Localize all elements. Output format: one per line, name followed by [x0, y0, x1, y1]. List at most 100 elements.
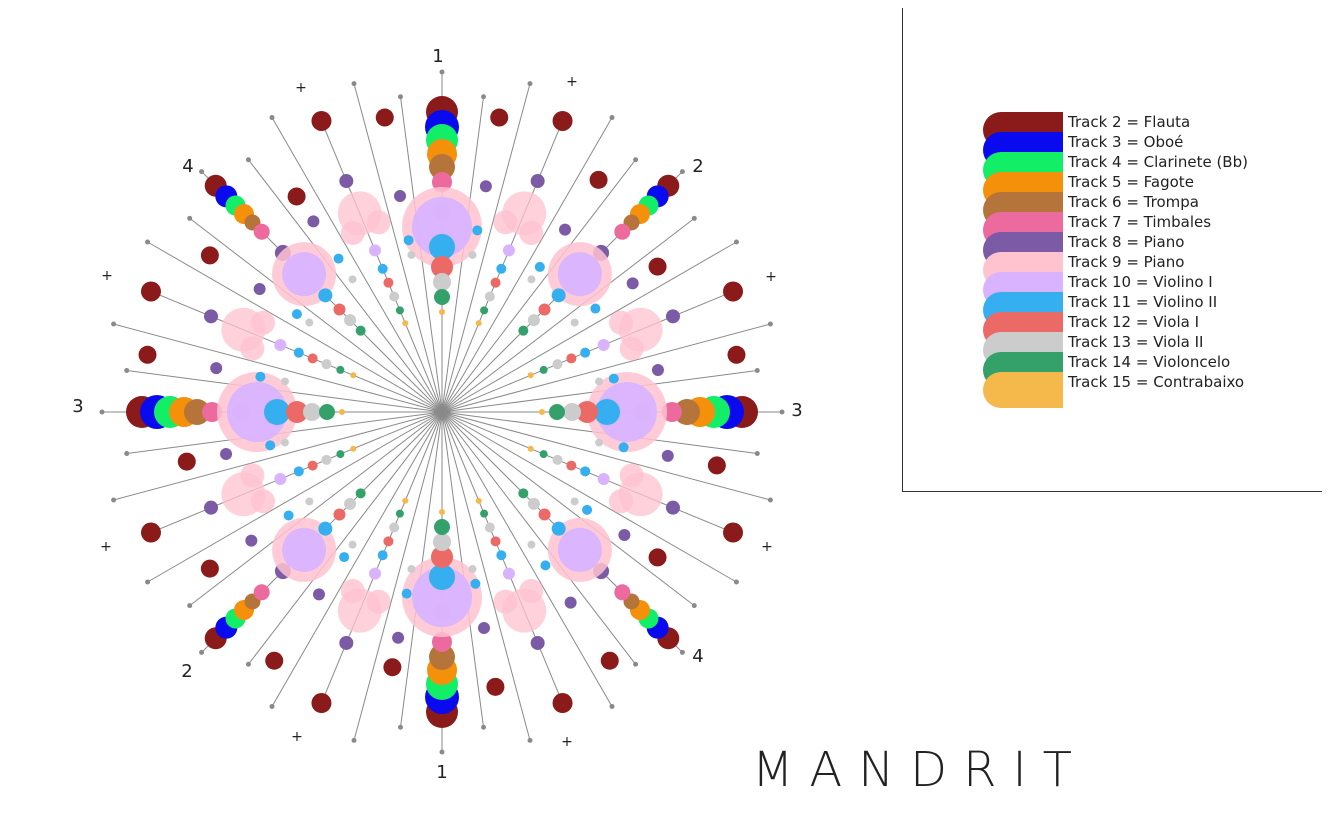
legend-item: Track 12 = Viola I [983, 312, 1283, 348]
spoke-line [441, 159, 636, 413]
track-dot [597, 472, 610, 485]
track-dot [305, 497, 314, 506]
legend-item: Track 11 = Violino II [983, 292, 1283, 328]
track-dot [439, 309, 445, 315]
spoke-line [441, 218, 695, 413]
track-dot [661, 449, 674, 462]
track-dot [348, 540, 357, 549]
track-dot [240, 336, 265, 361]
spoke-end [124, 451, 130, 457]
track-dot [431, 546, 453, 568]
track-dot [264, 399, 290, 425]
label-lower-left: 2 [181, 661, 192, 682]
track-dot [184, 399, 210, 425]
legend-item: Track 13 = Viola II [983, 332, 1283, 368]
track-dot [551, 521, 566, 536]
track-dot [210, 362, 223, 375]
label-left: 3 [72, 396, 83, 417]
legend-item: Track 2 = Flauta [983, 112, 1283, 148]
legend-item: Track 4 = Clarinete (Bb) [983, 152, 1283, 188]
track-dot [468, 565, 477, 574]
spoke-end [187, 603, 193, 609]
label-bottom: 1 [436, 762, 447, 783]
track-dot [475, 320, 482, 327]
track-dot [339, 174, 354, 189]
spoke-line [441, 323, 771, 413]
track-dot [540, 560, 551, 571]
track-dot [138, 345, 157, 364]
spoke-line [441, 411, 531, 741]
track-dot [490, 536, 501, 547]
spoke-end [145, 579, 151, 585]
track-dot [570, 318, 579, 327]
spoke-line [147, 241, 443, 413]
track-dot [282, 252, 327, 297]
spoke-end [439, 69, 445, 75]
track-dot [282, 527, 327, 572]
track-dot [200, 559, 219, 578]
track-dot [431, 256, 453, 278]
track-dot [407, 250, 416, 259]
track-dot [321, 359, 332, 370]
spoke-line [248, 411, 443, 665]
track-dot [527, 445, 534, 452]
track-dot [614, 584, 631, 601]
track-dot [253, 223, 270, 240]
spoke-end [691, 603, 697, 609]
spoke-end [99, 409, 105, 415]
track-dot [253, 282, 266, 295]
legend-label: Track 2 = Flauta [1068, 113, 1191, 131]
track-dot [552, 693, 573, 714]
track-dot [286, 401, 308, 423]
track-dot [340, 221, 365, 246]
legend-label: Track 15 = Contrabaixo [1068, 373, 1245, 391]
page-title: MANDRIT [752, 742, 1088, 798]
spoke-line [441, 411, 771, 501]
spoke-line [113, 323, 443, 413]
track-dot [608, 373, 619, 384]
spoke-end [633, 157, 639, 163]
spoke-line [441, 411, 613, 707]
track-dot [429, 644, 455, 670]
track-dot [383, 658, 402, 677]
track-dot [429, 234, 455, 260]
track-dot [518, 325, 529, 336]
legend-item: Track 6 = Trompa [983, 192, 1283, 228]
track-dot [651, 364, 664, 377]
track-dot [563, 403, 581, 421]
track-dot [559, 223, 572, 236]
spoke-line [441, 117, 613, 413]
legend: Track 2 = Flauta Track 3 = Oboé Track 4 = … [983, 112, 1283, 408]
track-dot [333, 303, 346, 316]
track-dot [597, 382, 657, 442]
label-plus-2: + [566, 74, 578, 90]
spoke-end [124, 367, 130, 373]
spoke-end [351, 737, 357, 743]
spoke-end [397, 94, 403, 100]
track-dot [552, 454, 563, 465]
track-dot [240, 463, 265, 488]
track-dot [303, 403, 321, 421]
track-dot [564, 596, 577, 609]
spoke-line [113, 411, 443, 501]
spoke-end [199, 169, 205, 175]
track-dot [433, 533, 451, 551]
track-dot [493, 589, 518, 614]
spoke-line [189, 218, 443, 413]
legend-label: Track 5 = Fagote [1068, 173, 1194, 191]
spoke-end [481, 94, 487, 100]
track-dot [433, 273, 451, 291]
legend-item: Track 15 = Contrabaixo [983, 372, 1283, 408]
track-dot [355, 488, 366, 499]
track-dot [227, 382, 287, 442]
track-dot [200, 246, 219, 265]
track-dot [614, 223, 631, 240]
track-dot [490, 277, 501, 288]
track-dot [287, 187, 306, 206]
track-dot [626, 277, 639, 290]
spoke-end [633, 661, 639, 667]
track-dot [339, 552, 350, 563]
track-dot [496, 550, 507, 561]
track-dot [570, 497, 579, 506]
legend-item: Track 7 = Timbales [983, 212, 1283, 248]
